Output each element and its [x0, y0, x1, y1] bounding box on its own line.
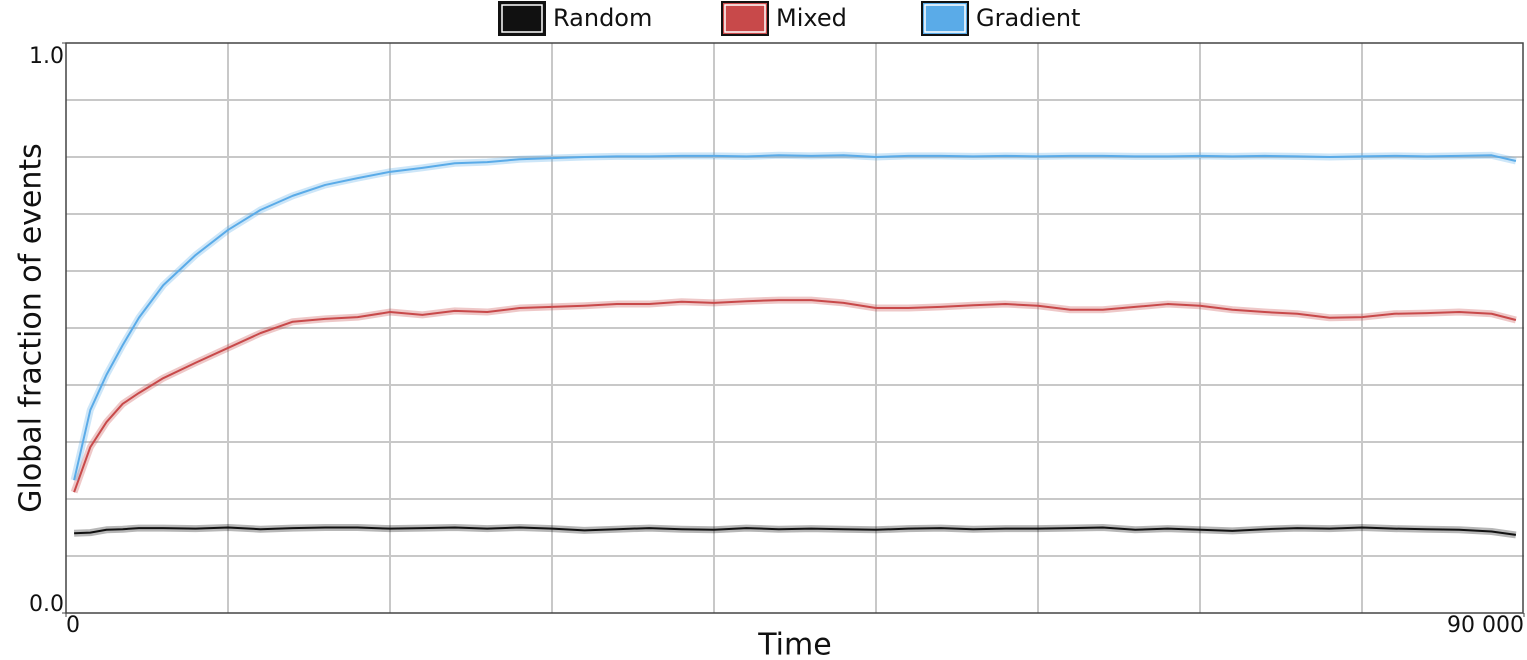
series-line [73, 154, 1517, 481]
y-tick-label: 1.0 [29, 44, 64, 69]
y-tick-label: 0.0 [29, 592, 64, 617]
legend-swatch-inner [501, 4, 543, 33]
legend-swatch [498, 1, 546, 36]
legend-label: Random [553, 4, 652, 32]
legend-swatch [921, 1, 969, 36]
legend-swatch [721, 1, 769, 36]
legend-swatch-inner [724, 4, 766, 33]
series-line [74, 526, 1517, 536]
legend-label: Gradient [976, 4, 1080, 32]
x-axis-title: Time [757, 628, 831, 660]
series-band [70, 151, 1517, 481]
plot-frame [65, 42, 1524, 614]
series-line [73, 299, 1517, 493]
x-tick-label: 90 000 [1447, 613, 1524, 638]
legend-swatch-inner [924, 4, 966, 33]
y-axis-title: Global fraction of events [14, 143, 49, 513]
x-tick-label: 0 [66, 613, 80, 638]
legend-label: Mixed [776, 4, 847, 32]
